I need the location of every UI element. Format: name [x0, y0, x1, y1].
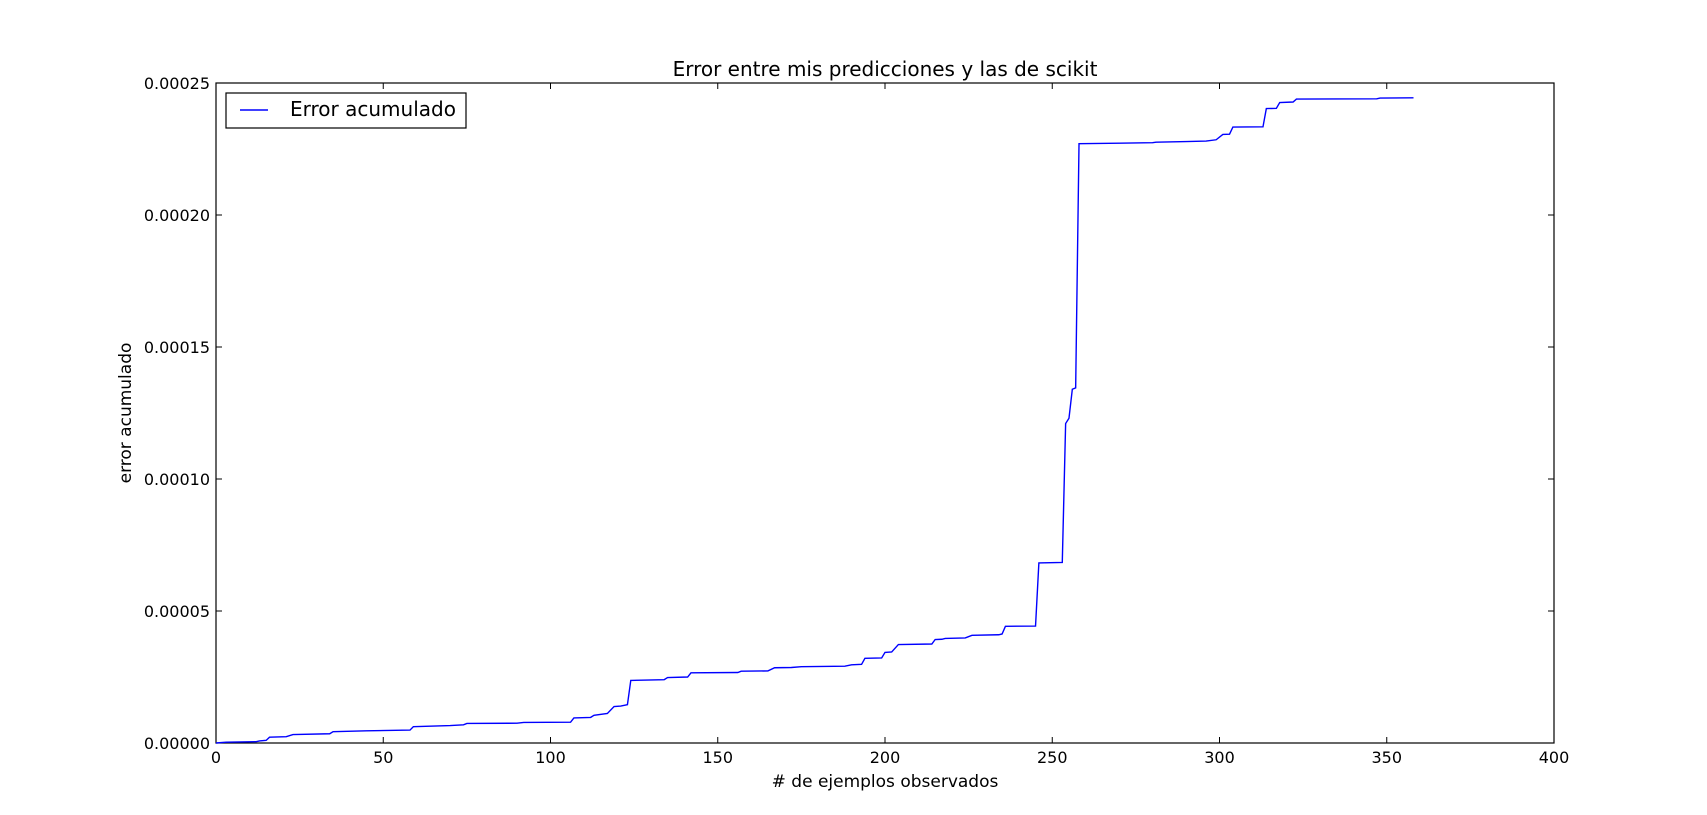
x-axis: 0 50 100 150 200 250 300 350 400 [211, 83, 1569, 767]
y-axis-title: error acumulado [116, 343, 136, 484]
x-axis-title: # de ejemplos observados [772, 772, 999, 792]
y-tick-label: 0.00005 [144, 602, 210, 621]
y-tick-label: 0.00000 [144, 734, 210, 753]
y-tick-label: 0.00020 [144, 206, 210, 225]
legend: Error acumulado [225, 92, 467, 129]
y-tick-label: 0.00010 [144, 470, 210, 489]
x-tick-label: 0 [211, 748, 221, 767]
x-tick-label: 350 [1371, 748, 1402, 767]
chart-title: Error entre mis predicciones y las de sc… [673, 57, 1098, 81]
legend-label: Error acumulado [290, 97, 456, 121]
x-tick-label: 150 [702, 748, 733, 767]
x-tick-label: 50 [373, 748, 393, 767]
series-line-error-acumulado [215, 97, 1414, 744]
x-tick-label: 100 [535, 748, 566, 767]
x-tick-label: 200 [870, 748, 901, 767]
y-tick-label: 0.00025 [144, 74, 210, 93]
plot-area [215, 82, 1555, 744]
y-axis: 0.00000 0.00005 0.00010 0.00015 0.00020 0.000… [144, 74, 1554, 753]
x-tick-label: 400 [1539, 748, 1570, 767]
x-tick-label: 300 [1204, 748, 1235, 767]
y-tick-label: 0.00015 [144, 338, 210, 357]
x-tick-label: 250 [1037, 748, 1068, 767]
